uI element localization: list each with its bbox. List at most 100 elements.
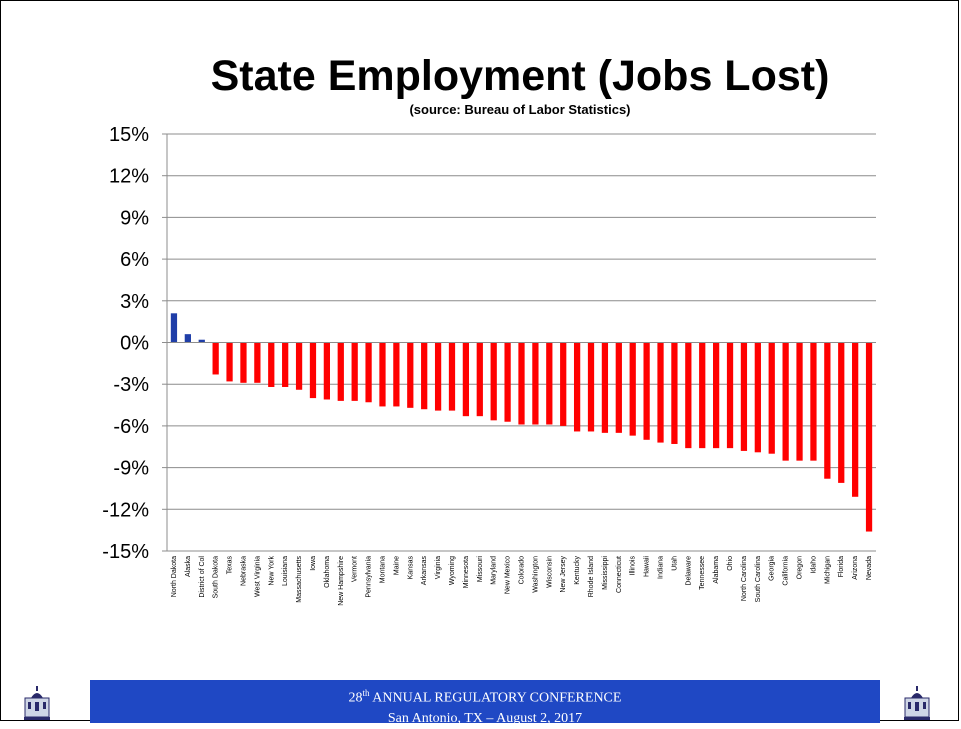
x-tick-label: Ohio — [727, 556, 734, 571]
footer-ordinal-suffix: th — [362, 688, 370, 698]
x-tick-label: Maryland — [491, 556, 498, 585]
x-tick-label: New Mexico — [505, 556, 512, 594]
bar — [852, 342, 859, 497]
footer-line-1: 28th ANNUAL REGULATORY CONFERENCE — [90, 683, 880, 709]
bar — [754, 342, 761, 453]
bar — [768, 342, 775, 454]
bar — [615, 342, 622, 433]
x-tick-label: Delaware — [685, 556, 692, 586]
bar — [796, 342, 803, 461]
bar — [504, 342, 511, 422]
bar — [462, 342, 470, 417]
x-tick-label: Georgia — [769, 556, 776, 581]
x-tick-label: Tennessee — [699, 556, 706, 590]
x-tick-label: Texas — [227, 556, 234, 575]
chart-title: State Employment (Jobs Lost) — [210, 52, 830, 100]
x-tick-label: Oregon — [797, 556, 804, 579]
bar — [546, 342, 553, 425]
x-tick-label: Pennsylvania — [366, 556, 373, 598]
x-tick-label: Nevada — [866, 556, 873, 580]
bar — [671, 342, 678, 444]
bar — [184, 334, 191, 343]
x-tick-label: District of Col — [199, 556, 206, 598]
bar — [254, 342, 261, 383]
y-tick-label: 3% — [120, 291, 149, 313]
bar — [323, 342, 331, 400]
y-tick-label: -3% — [113, 374, 149, 396]
x-tick-label: North Carolina — [741, 556, 748, 601]
x-tick-label: Idaho — [810, 556, 817, 574]
bar — [865, 342, 873, 532]
y-tick-label: 12% — [109, 166, 149, 188]
x-tick-label: Wyoming — [449, 556, 456, 585]
x-tick-label: New York — [268, 556, 275, 586]
bar — [379, 342, 386, 407]
x-tick-label: Kansas — [407, 556, 414, 580]
bar — [587, 342, 595, 432]
x-tick-label: Connecticut — [616, 556, 623, 593]
x-tick-label: South Carolina — [755, 556, 762, 602]
bar — [532, 342, 539, 425]
y-tick-label: -9% — [113, 458, 149, 480]
bar — [712, 342, 720, 449]
x-tick-label: Wisconsin — [546, 556, 553, 588]
bar — [810, 342, 817, 461]
x-tick-label: Michigan — [824, 556, 831, 584]
y-tick-label: 15% — [109, 124, 149, 146]
footer-ordinal-number: 28 — [348, 690, 363, 706]
bar — [170, 313, 178, 343]
y-tick-label: 9% — [120, 207, 149, 229]
bar — [699, 342, 706, 449]
bar — [198, 339, 205, 343]
x-tick-label: Colorado — [519, 556, 526, 585]
x-tick-label: New Hampshire — [338, 556, 345, 606]
bar — [212, 342, 219, 375]
bar — [685, 342, 692, 449]
chart-subtitle: (source: Bureau of Labor Statistics) — [409, 102, 631, 117]
bar — [573, 342, 581, 432]
bar — [282, 342, 289, 387]
bar — [782, 342, 789, 461]
x-tick-label: Missouri — [477, 556, 484, 583]
bar — [434, 342, 442, 411]
x-tick-label: Illinois — [630, 556, 637, 576]
x-tick-label: Louisiana — [282, 556, 289, 586]
footer-banner: 28th ANNUAL REGULATORY CONFERENCE San An… — [90, 680, 880, 726]
bar — [268, 342, 275, 387]
bar — [337, 342, 344, 401]
x-tick-label: Massachusetts — [296, 556, 303, 603]
bar — [560, 342, 567, 426]
bar — [643, 342, 650, 440]
bar — [740, 342, 748, 451]
bar — [838, 342, 845, 483]
bar — [407, 342, 414, 408]
x-tick-label: Montana — [379, 556, 386, 583]
x-tick-label: Oklahoma — [324, 556, 331, 588]
bar — [365, 342, 372, 403]
x-tick-label: Iowa — [310, 556, 317, 571]
y-tick-label: -6% — [113, 416, 149, 438]
x-tick-label: Arkansas — [421, 556, 428, 586]
x-tick-label: Kentucky — [574, 556, 581, 585]
y-tick-label: 6% — [120, 249, 149, 271]
building-logo-icon — [24, 686, 50, 720]
x-tick-label: California — [783, 556, 790, 586]
bar — [309, 342, 317, 399]
y-tick-label: 0% — [120, 333, 149, 355]
x-tick-label: Indiana — [658, 556, 665, 579]
x-tick-label: Utah — [671, 556, 678, 571]
bar — [421, 342, 428, 410]
footer-line-2: San Antonio, TX – August 2, 2017 — [387, 710, 583, 726]
bar — [476, 342, 483, 417]
x-tick-label: Rhode Island — [588, 556, 595, 597]
x-tick-label: Florida — [838, 556, 845, 578]
x-tick-label: Arizona — [852, 556, 859, 580]
x-tick-label: Nebraska — [240, 556, 247, 586]
y-tick-label: -12% — [102, 499, 149, 521]
bar — [351, 342, 358, 401]
x-tick-label: Virginia — [435, 556, 442, 579]
x-tick-label: Alabama — [713, 556, 720, 584]
x-tick-label: North Dakota — [171, 556, 178, 597]
y-tick-label: -15% — [102, 541, 149, 563]
